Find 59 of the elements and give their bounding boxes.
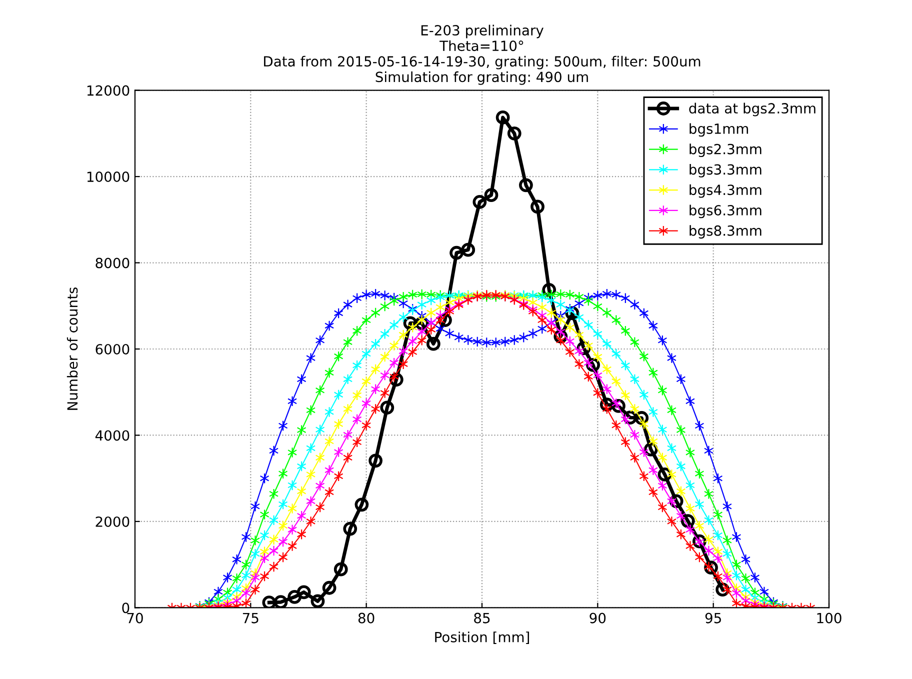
legend-label: data at bgs2.3mm bbox=[689, 102, 816, 116]
point bbox=[368, 454, 383, 468]
y-tick-label: 0 bbox=[122, 602, 130, 614]
point bbox=[354, 498, 369, 512]
point bbox=[496, 110, 510, 124]
point bbox=[262, 596, 276, 608]
point bbox=[658, 468, 672, 482]
point bbox=[334, 562, 348, 576]
point bbox=[426, 336, 440, 351]
point bbox=[450, 246, 464, 260]
y-axis-title: Number of counts bbox=[66, 287, 78, 410]
legend-label: bgs6.3mm bbox=[690, 204, 762, 218]
point bbox=[322, 580, 336, 595]
point bbox=[414, 316, 429, 330]
x-tick-label: 85 bbox=[474, 612, 490, 624]
y-tick-label: 10000 bbox=[87, 172, 130, 182]
legend-label: bgs8.3mm bbox=[690, 225, 762, 239]
x-tick-label: 80 bbox=[358, 612, 374, 624]
point bbox=[296, 585, 311, 600]
legend-label: bgs3.3mm bbox=[690, 164, 762, 178]
point bbox=[519, 178, 533, 192]
point bbox=[704, 560, 718, 575]
point bbox=[669, 494, 684, 508]
chart-title: E-203 preliminary Theta=110° Data from 2015-05-16-14-19-30, grating: 500um, filter: 500um Simulation for grating: 490 um bbox=[264, 24, 700, 85]
point bbox=[472, 195, 487, 209]
point bbox=[389, 372, 404, 387]
x-tick-label: 100 bbox=[817, 612, 842, 624]
point bbox=[554, 330, 568, 344]
point bbox=[484, 188, 498, 202]
point bbox=[438, 313, 452, 328]
point bbox=[716, 582, 730, 597]
point bbox=[403, 316, 418, 330]
y-tick-label: 2000 bbox=[96, 516, 130, 527]
point bbox=[461, 242, 476, 257]
x-axis-title: Position [mm] bbox=[435, 632, 529, 644]
y-tick-label: 6000 bbox=[96, 344, 130, 354]
point bbox=[274, 595, 288, 608]
x-tick-label: 95 bbox=[705, 612, 721, 624]
point bbox=[634, 411, 649, 425]
point bbox=[380, 400, 394, 415]
point bbox=[565, 306, 580, 320]
x-tick-label: 90 bbox=[590, 612, 606, 624]
y-tick-label: 8000 bbox=[96, 258, 130, 268]
point bbox=[644, 442, 658, 456]
point bbox=[507, 126, 522, 140]
point bbox=[530, 200, 544, 214]
y-tick-label: 12000 bbox=[87, 85, 130, 96]
point bbox=[612, 398, 626, 413]
legend-label: bgs1mm bbox=[690, 123, 748, 137]
point bbox=[343, 522, 358, 536]
y-tick-label: 4000 bbox=[95, 430, 130, 441]
legend-label: bgs4.3mm bbox=[690, 184, 762, 198]
point bbox=[288, 590, 302, 604]
legend-label: bgs2.3mm bbox=[690, 144, 762, 158]
point bbox=[600, 398, 614, 412]
x-tick-label: 70 bbox=[127, 612, 143, 624]
x-tick-label: 75 bbox=[242, 612, 258, 624]
point bbox=[586, 358, 600, 372]
point bbox=[310, 594, 325, 608]
